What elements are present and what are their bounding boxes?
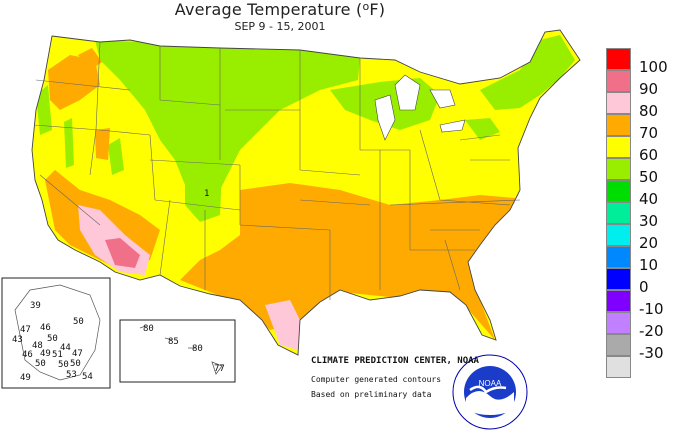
legend-swatch: [606, 356, 631, 378]
hawaii-value: 77: [214, 364, 225, 374]
title-main: Average Temperature (: [174, 0, 363, 19]
state-borders: [31, 29, 581, 356]
legend-label: 60: [639, 146, 659, 164]
alaska-value: 49: [40, 349, 51, 359]
contour-label: 1: [204, 189, 209, 199]
degree-symbol: o: [362, 0, 370, 13]
legend-label: -10: [639, 300, 664, 318]
noaa-logo-text: NOAA: [479, 379, 502, 388]
alaska-value: 43: [12, 335, 23, 345]
legend-label: 20: [639, 234, 659, 252]
legend-label: 50: [639, 168, 659, 186]
legend-row: 50: [606, 158, 678, 185]
map-title: Average Temperature (oF): [0, 0, 560, 19]
alaska-value: 44: [60, 343, 71, 353]
legend-swatch: [606, 48, 631, 70]
legend-row: 60: [606, 136, 678, 163]
alaska-value: 51: [52, 350, 63, 360]
title-unit: F): [369, 0, 386, 19]
legend-swatch: [606, 246, 631, 268]
noaa-logo: NOAA: [452, 354, 528, 430]
alaska-value: 50: [35, 359, 46, 369]
alaska-value: 47: [20, 325, 31, 335]
alaska-value: 46: [22, 350, 33, 360]
hawaii-value: 85: [168, 337, 179, 347]
legend-row: -30: [606, 334, 678, 361]
legend-label: -30: [639, 344, 664, 362]
legend-swatch: [606, 158, 631, 180]
legend-label: 10: [639, 256, 659, 274]
alaska-value: 49: [20, 373, 31, 383]
legend-label: 30: [639, 212, 659, 230]
legend-row: -10: [606, 290, 678, 317]
legend-row: 10: [606, 246, 678, 273]
legend-row: 100: [606, 48, 678, 75]
alaska-value: 50: [70, 359, 81, 369]
alaska-value: 39: [30, 301, 41, 311]
hawaii-value: 80: [143, 324, 154, 334]
legend-swatch: [606, 92, 631, 114]
credits: CLIMATE PREDICTION CENTER, NOAA Computer…: [311, 356, 479, 399]
credit-source: CLIMATE PREDICTION CENTER, NOAA: [311, 356, 479, 366]
legend-swatch: [606, 334, 631, 356]
legend-row: 0: [606, 268, 678, 295]
hawaii-inset: 80 85 80 77: [119, 319, 236, 383]
credit-method: Computer generated contours: [311, 375, 442, 384]
legend-swatch: [606, 180, 631, 202]
alaska-value: 47: [72, 349, 83, 359]
legend-swatch: [606, 70, 631, 92]
legend-row: 80: [606, 92, 678, 119]
legend-label: 70: [639, 124, 659, 142]
legend-swatch: [606, 114, 631, 136]
alaska-inset: 39 50 47 46 50 43 48 44 46 49 51 47 50 5…: [1, 277, 111, 389]
legend-row: 30: [606, 202, 678, 229]
alaska-value: 46: [40, 323, 51, 333]
legend-row: 90: [606, 70, 678, 97]
alaska-value: 50: [73, 317, 84, 327]
legend-swatch: [606, 136, 631, 158]
legend-swatch: [606, 202, 631, 224]
date-range: SEP 9 - 15, 2001: [234, 20, 326, 33]
alaska-value: 50: [58, 360, 69, 370]
alaska-value: 48: [32, 341, 43, 351]
legend-row: 70: [606, 114, 678, 141]
color-legend: 100 90 80 70 60 50 40 30 20 10 0 -10 -20 -30: [606, 48, 678, 378]
legend-swatch: [606, 268, 631, 290]
legend-row: -20: [606, 312, 678, 339]
alaska-value: 53: [66, 370, 77, 380]
legend-swatch: [606, 290, 631, 312]
legend-label: 40: [639, 190, 659, 208]
legend-swatch: [606, 224, 631, 246]
legend-label: 0: [639, 278, 649, 296]
legend-label: -20: [639, 322, 664, 340]
legend-row: [606, 356, 678, 378]
alaska-value: 54: [82, 372, 93, 382]
legend-label: 100: [639, 58, 668, 76]
legend-row: 40: [606, 180, 678, 207]
alaska-value: 50: [47, 334, 58, 344]
legend-label: 80: [639, 102, 659, 120]
legend-label: 90: [639, 80, 659, 98]
legend-row: 20: [606, 224, 678, 251]
hawaii-value: 80: [192, 344, 203, 354]
legend-swatch: [606, 312, 631, 334]
credit-data-note: Based on preliminary data: [311, 390, 432, 399]
